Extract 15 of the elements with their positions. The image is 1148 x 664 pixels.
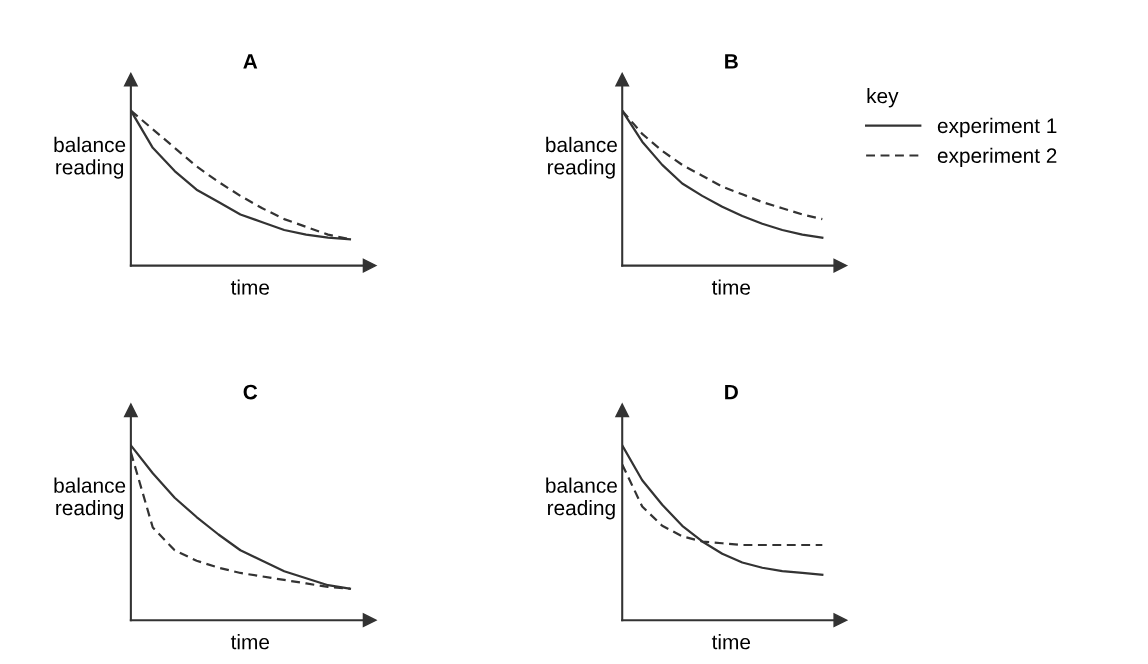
x-axis-title: time: [230, 634, 270, 650]
legend-title: key: [867, 88, 899, 108]
legend-label: experiment 2: [937, 147, 1057, 168]
chart-title: B: [725, 54, 738, 69]
chart-title: A: [243, 54, 258, 69]
chart-title: C: [243, 384, 258, 400]
x-axis-title: time: [711, 634, 751, 650]
y-axis-title: balance reading: [54, 136, 126, 179]
x-axis-title: time: [230, 279, 270, 295]
y-axis-title: balance reading: [54, 477, 126, 520]
y-axis-title: balance reading: [546, 136, 617, 179]
x-axis-title: time: [711, 279, 751, 295]
y-axis-title: balance reading: [546, 477, 617, 520]
legend-label: experiment 1: [937, 117, 1057, 138]
chart-title: D: [725, 384, 738, 400]
